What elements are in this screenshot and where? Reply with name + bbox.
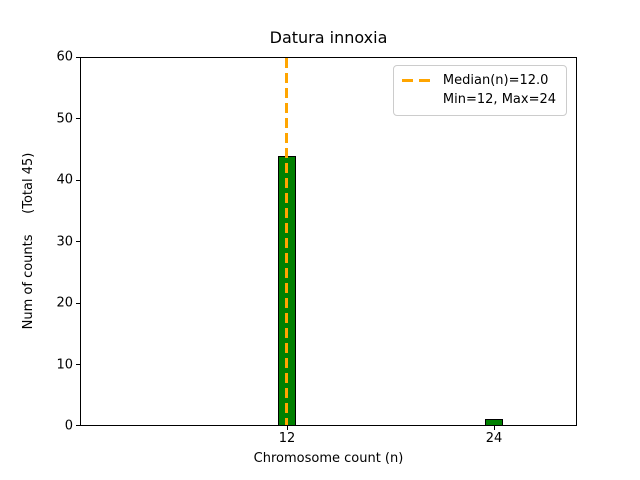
xtick-mark (494, 426, 495, 430)
ytick-mark (76, 118, 80, 119)
x-axis-label: Chromosome count (n) (253, 451, 404, 466)
xtick-mark (287, 426, 288, 430)
ytick-mark (76, 180, 80, 181)
legend-label-minmax: Min=12, Max=24 (442, 92, 556, 107)
chart-title: Datura innoxia (269, 28, 388, 47)
legend-entry-minmax: Min=12, Max=24 (402, 90, 556, 109)
plot-area: Median(n)=12.0 Min=12, Max=24 (80, 57, 577, 426)
legend-label-median: Median(n)=12.0 (442, 73, 549, 88)
ytick-label-10: 10 (56, 357, 73, 372)
legend-empty-sample (402, 98, 430, 101)
ytick-label-30: 30 (56, 234, 73, 249)
ytick-mark (76, 425, 80, 426)
ytick-mark (76, 241, 80, 242)
ytick-label-0: 0 (64, 418, 73, 434)
xtick-label-24: 24 (485, 431, 503, 446)
legend: Median(n)=12.0 Min=12, Max=24 (392, 65, 567, 116)
median-dashed-line (285, 58, 288, 425)
xtick-label-12: 12 (278, 431, 296, 446)
ytick-label-60: 60 (56, 49, 73, 65)
legend-entry-median: Median(n)=12.0 (401, 71, 556, 90)
ytick-mark (76, 57, 80, 58)
ytick-mark (76, 303, 80, 304)
y-axis-label-text: Num of counts (Total 45) (21, 152, 36, 330)
bar-chromosome-24 (485, 418, 503, 425)
ytick-mark (76, 364, 80, 365)
ytick-label-40: 40 (56, 172, 73, 188)
ytick-label-50: 50 (56, 111, 73, 126)
dashed-line-icon (401, 79, 430, 82)
ytick-label-20: 20 (56, 295, 73, 311)
